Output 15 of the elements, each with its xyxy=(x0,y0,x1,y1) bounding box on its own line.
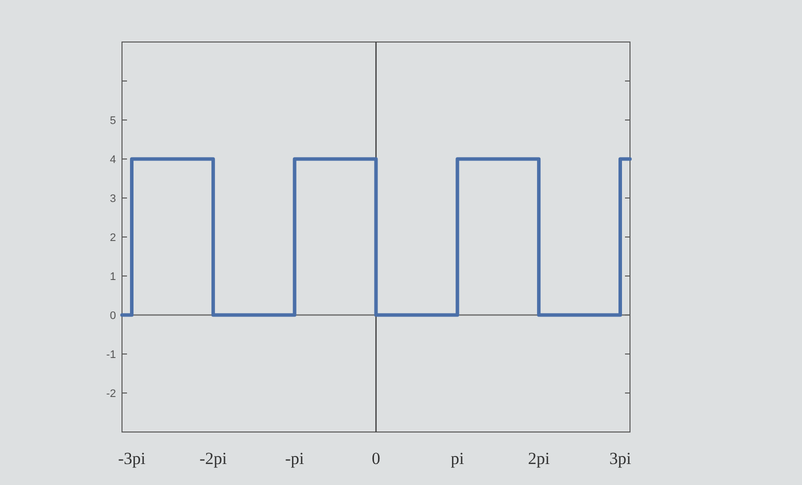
y-tick-label: 5 xyxy=(110,114,116,127)
y-tick-label: 4 xyxy=(110,154,116,166)
y-tick-label: 2 xyxy=(110,232,116,244)
y-tick-label: 3 xyxy=(110,192,116,205)
y-tick-label: -2 xyxy=(106,388,116,400)
y-tick-label: 0 xyxy=(110,310,116,322)
x-tick-label: -pi xyxy=(285,449,304,468)
x-tick-label: 3pi xyxy=(609,449,632,468)
y-tick-label: -1 xyxy=(106,348,116,361)
x-tick-label: -3pi xyxy=(118,449,146,468)
x-tick-label: 0 xyxy=(372,449,380,468)
x-tick-label: -2pi xyxy=(199,449,228,468)
x-tick-label: 2pi xyxy=(528,449,550,468)
x-tick-label: pi xyxy=(450,449,464,468)
y-tick-label: 1 xyxy=(110,270,116,283)
